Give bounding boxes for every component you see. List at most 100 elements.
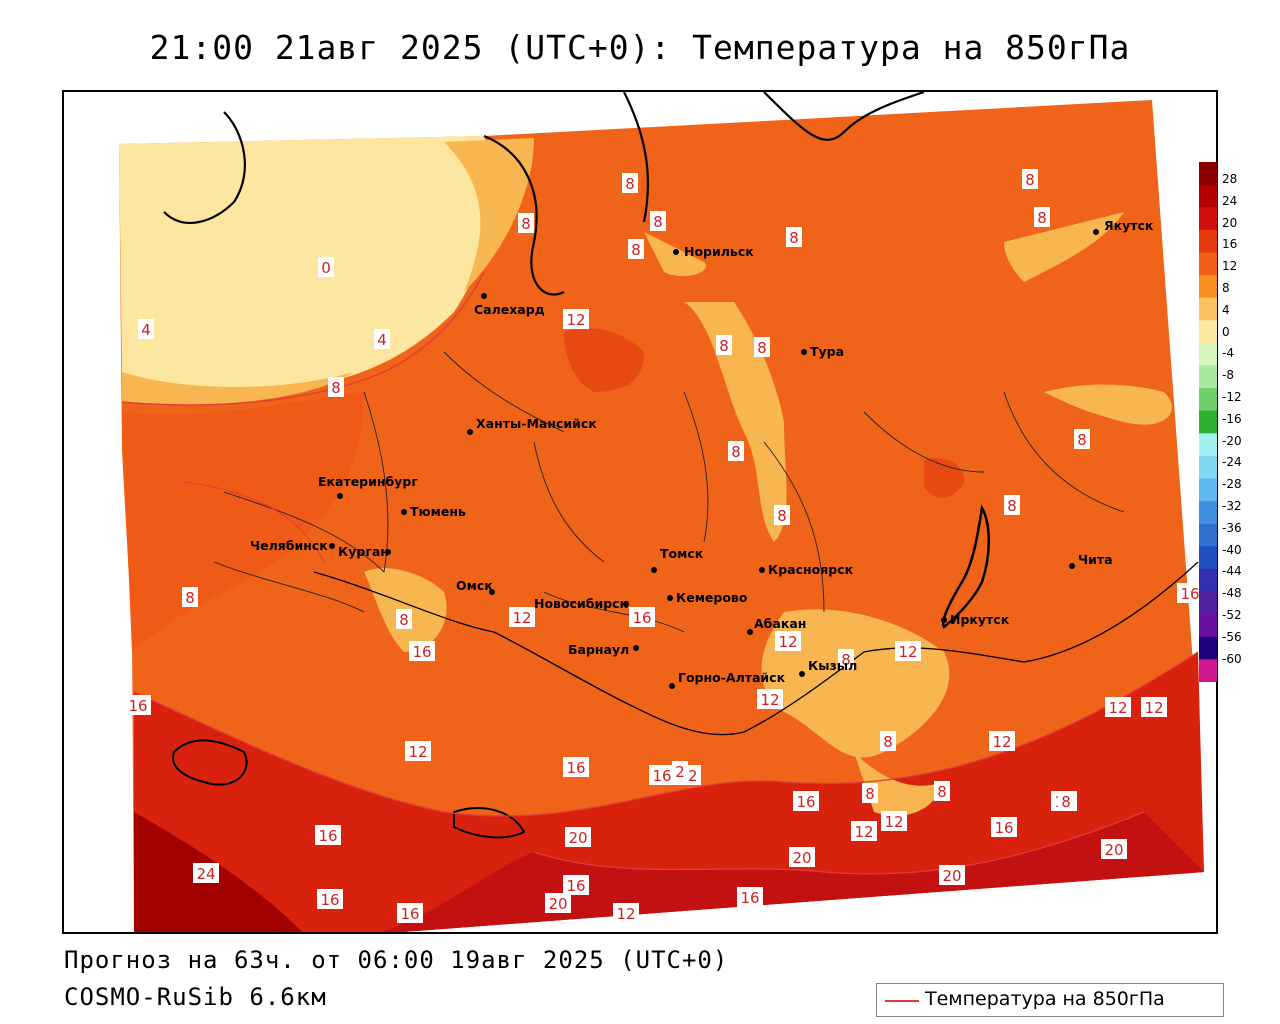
colorbar-tick-label: -12 — [1222, 390, 1242, 404]
temperature-colorbar — [1199, 162, 1217, 682]
map-legend: Температура на 850гПа — [876, 983, 1224, 1017]
city-marker — [385, 549, 391, 555]
isotherm-label-box — [774, 505, 790, 525]
colorbar-tick-label: -52 — [1222, 608, 1242, 622]
isotherm-label-box — [989, 731, 1015, 751]
isotherm-label-box — [728, 441, 744, 461]
isotherm-label-box — [716, 335, 732, 355]
isotherm-label: 8 — [625, 175, 635, 193]
colorbar-tick-label: -20 — [1222, 433, 1242, 448]
city-marker — [623, 601, 629, 607]
colorbar-tick-label: 8 — [1222, 281, 1230, 295]
isotherm-label: 8 — [1061, 793, 1071, 811]
isotherm-label: 12 — [512, 609, 531, 627]
isotherm-label-box — [754, 337, 770, 357]
city-label: Чита — [1078, 552, 1113, 567]
map-title: 21:00 21авг 2025 (UTC+0): Температура на… — [149, 28, 1131, 67]
isotherm-label-box — [1022, 169, 1038, 189]
isotherm-label-box — [789, 847, 815, 867]
colorbar-swatch — [1199, 297, 1217, 321]
colorbar-swatch — [1199, 433, 1217, 457]
isotherm-label-box — [563, 309, 589, 329]
isotherm-label-box — [1004, 495, 1020, 515]
isotherm-label-box — [405, 741, 431, 761]
isotherm-label-box — [622, 173, 638, 193]
isotherm-label-box — [613, 903, 639, 923]
isotherm-label: 12 — [778, 633, 797, 651]
isotherm-label: 8 — [719, 337, 729, 355]
city-label: Горно-Алтайск — [678, 670, 786, 685]
isotherm-label-box — [991, 817, 1017, 837]
isotherm-label-box — [880, 731, 896, 751]
city-label: Тура — [810, 344, 844, 359]
isotherm-label: 16 — [632, 609, 651, 627]
colorbar-tick-label: 0 — [1222, 324, 1230, 339]
city-marker — [1093, 229, 1099, 235]
colorbar-tick-label: -48 — [1222, 586, 1242, 601]
isotherm-label: 8 — [331, 379, 341, 397]
city-marker — [801, 349, 807, 355]
isotherm-label: 12 — [898, 643, 917, 661]
colorbar-tick-label: -40 — [1222, 542, 1242, 557]
colorbar-swatch — [1199, 523, 1217, 547]
isotherm-label: 16 — [318, 827, 337, 845]
isotherm-label-box — [881, 811, 907, 831]
colorbar-swatch — [1199, 207, 1217, 231]
colorbar-swatch — [1199, 659, 1217, 682]
colorbar-swatch — [1199, 388, 1217, 412]
colorbar-tick-label: -36 — [1222, 520, 1242, 535]
isotherm-label: 12 — [884, 813, 903, 831]
isotherm-label-box — [793, 791, 819, 811]
forecast-info: Прогноз на 63ч. от 06:00 19авг 2025 (UTC… — [64, 946, 729, 974]
city-label: Ханты-Мансийск — [476, 416, 597, 431]
colorbar-tick-label: 20 — [1222, 215, 1238, 230]
isotherm-label: 20 — [548, 895, 567, 913]
colorbar-swatch — [1199, 501, 1217, 525]
colorbar-tick-label: 12 — [1222, 259, 1238, 274]
colorbar-tick-label: -16 — [1222, 411, 1242, 426]
colorbar-swatch — [1199, 275, 1217, 299]
isotherm-label-box — [138, 319, 154, 339]
legend-label: Температура на 850гПа — [925, 988, 1165, 1010]
colorbar-tick-label: 28 — [1222, 172, 1238, 186]
city-marker — [799, 671, 805, 677]
isotherm-label: 8 — [937, 783, 947, 801]
colorbar-tick-label: -4 — [1222, 346, 1234, 361]
isotherm-label-box — [895, 641, 921, 661]
city-marker — [633, 645, 639, 651]
isotherm-label: 20 — [942, 867, 961, 885]
isotherm-label: 16 — [566, 759, 585, 777]
isotherm-label-box — [1058, 791, 1074, 811]
isotherm-label-box — [565, 827, 591, 847]
city-marker — [669, 683, 675, 689]
isotherm-label-box — [862, 783, 878, 803]
cold-zone-northwest — [119, 136, 494, 392]
isotherm-label: 4 — [377, 331, 387, 349]
isotherm-label-box — [396, 609, 412, 629]
isotherm-label-box — [397, 903, 423, 923]
isotherm-label: 8 — [777, 507, 787, 525]
isotherm-label-box — [509, 607, 535, 627]
city-label: Кызыл — [808, 658, 857, 673]
isotherm-label-box — [649, 765, 675, 785]
city-marker — [759, 567, 765, 573]
isotherm-label: 8 — [399, 611, 409, 629]
isotherm-label-box — [1177, 583, 1203, 603]
colorbar-swatch — [1199, 478, 1217, 502]
temperature-map: 8888888044812888888888121612812121212881… — [62, 90, 1218, 934]
isotherm-label-box — [563, 757, 589, 777]
isotherm-label-box — [317, 889, 343, 909]
isotherm-label-box — [315, 825, 341, 845]
isotherm-label: 12 — [1108, 699, 1127, 717]
isotherm-label: 8 — [841, 651, 851, 669]
isotherm-label: 12 — [760, 691, 779, 709]
isotherm-label: 16 — [652, 767, 671, 785]
isotherm-label: 8 — [1007, 497, 1017, 515]
isotherm-label: 24 — [196, 865, 215, 883]
isotherm-label-box — [737, 887, 763, 907]
isotherm-label: 8 — [883, 733, 893, 751]
colorbar-tick-label: -24 — [1222, 455, 1242, 470]
isotherm-label: 8 — [731, 443, 741, 461]
colorbar-tick-label: -32 — [1222, 499, 1242, 513]
city-marker — [401, 509, 407, 515]
